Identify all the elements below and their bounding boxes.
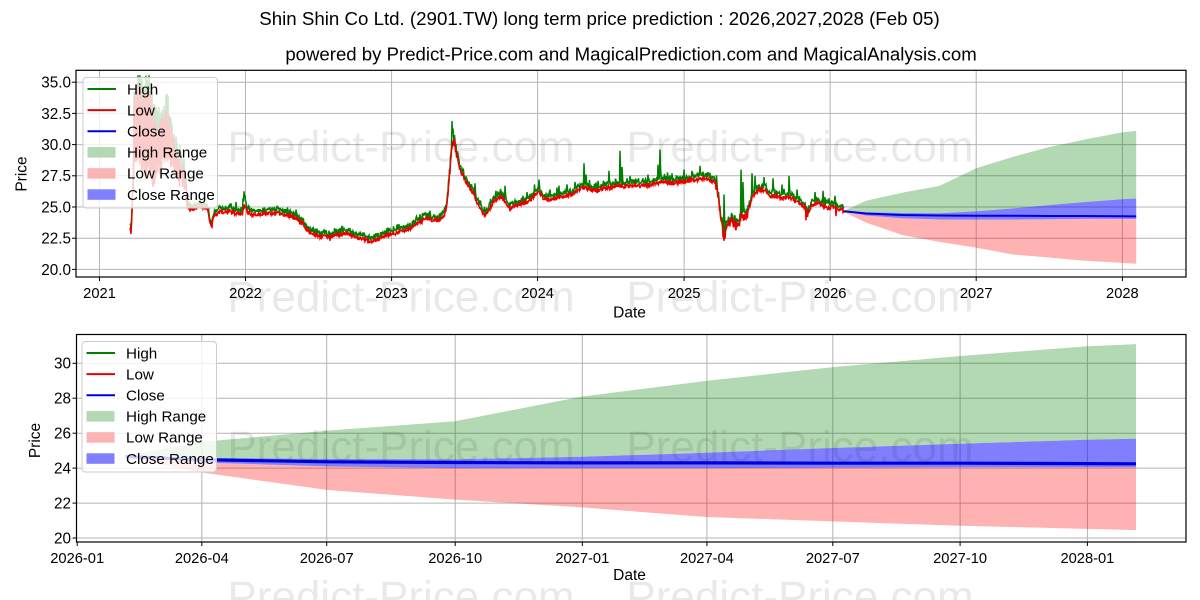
svg-text:Predict-Price.com: Predict-Price.com	[227, 423, 574, 472]
svg-text:High Range: High Range	[127, 145, 207, 162]
svg-text:30: 30	[54, 356, 71, 373]
svg-text:2027-04: 2027-04	[680, 551, 734, 567]
svg-text:Low Range: Low Range	[126, 430, 203, 447]
svg-text:2028-01: 2028-01	[1060, 551, 1114, 567]
svg-text:Low: Low	[126, 366, 154, 383]
svg-text:28: 28	[54, 391, 71, 408]
svg-text:2027-10: 2027-10	[933, 551, 987, 567]
svg-text:30.0: 30.0	[41, 137, 71, 154]
svg-text:Predict-Price.com: Predict-Price.com	[227, 273, 574, 322]
svg-text:20: 20	[54, 530, 71, 547]
svg-text:2027: 2027	[960, 286, 993, 302]
svg-text:25.0: 25.0	[41, 199, 71, 216]
svg-text:2027-01: 2027-01	[555, 551, 609, 567]
svg-text:Close Range: Close Range	[126, 451, 214, 468]
svg-text:Date: Date	[613, 305, 646, 322]
svg-text:2023: 2023	[375, 286, 408, 302]
svg-text:20.0: 20.0	[41, 262, 71, 279]
svg-text:2025: 2025	[668, 286, 701, 302]
svg-text:22: 22	[54, 496, 71, 513]
svg-text:24: 24	[54, 461, 72, 478]
svg-text:2026: 2026	[814, 286, 847, 302]
svg-text:Predict-Price.com: Predict-Price.com	[626, 123, 973, 172]
svg-text:Predict-Price.com: Predict-Price.com	[626, 423, 973, 472]
svg-text:Predict-Price.com: Predict-Price.com	[227, 123, 574, 172]
svg-text:2024: 2024	[521, 286, 554, 302]
svg-text:Low Range: Low Range	[127, 166, 204, 183]
svg-text:Shin Shin Co Ltd. (2901.TW) lo: Shin Shin Co Ltd. (2901.TW) long term pr…	[259, 8, 939, 29]
svg-text:Price: Price	[14, 156, 31, 191]
svg-text:2027-07: 2027-07	[806, 551, 860, 567]
svg-text:2022: 2022	[229, 286, 262, 302]
svg-text:Price: Price	[27, 423, 44, 458]
svg-text:powered by Predict-Price.com a: powered by Predict-Price.com and Magical…	[285, 44, 976, 65]
svg-text:26: 26	[54, 426, 71, 443]
svg-text:35.0: 35.0	[41, 75, 71, 92]
svg-text:High: High	[126, 345, 157, 362]
svg-text:2028: 2028	[1106, 286, 1139, 302]
svg-text:2021: 2021	[83, 286, 116, 302]
svg-text:Close Range: Close Range	[127, 187, 215, 204]
svg-text:Close: Close	[127, 124, 166, 141]
svg-text:2026-10: 2026-10	[428, 551, 482, 567]
svg-text:22.5: 22.5	[41, 231, 71, 248]
svg-text:Close: Close	[126, 388, 165, 405]
svg-text:2026-07: 2026-07	[300, 551, 354, 567]
svg-text:Low: Low	[127, 102, 155, 119]
svg-text:2026-04: 2026-04	[175, 551, 229, 567]
svg-text:High: High	[127, 81, 158, 98]
svg-text:High Range: High Range	[126, 409, 206, 426]
svg-text:2026-01: 2026-01	[50, 551, 104, 567]
svg-text:Predict-Price.com: Predict-Price.com	[626, 573, 973, 600]
svg-text:Predict-Price.com: Predict-Price.com	[227, 573, 574, 600]
svg-text:32.5: 32.5	[41, 106, 71, 123]
svg-text:Date: Date	[613, 567, 646, 584]
svg-text:27.5: 27.5	[41, 168, 71, 185]
